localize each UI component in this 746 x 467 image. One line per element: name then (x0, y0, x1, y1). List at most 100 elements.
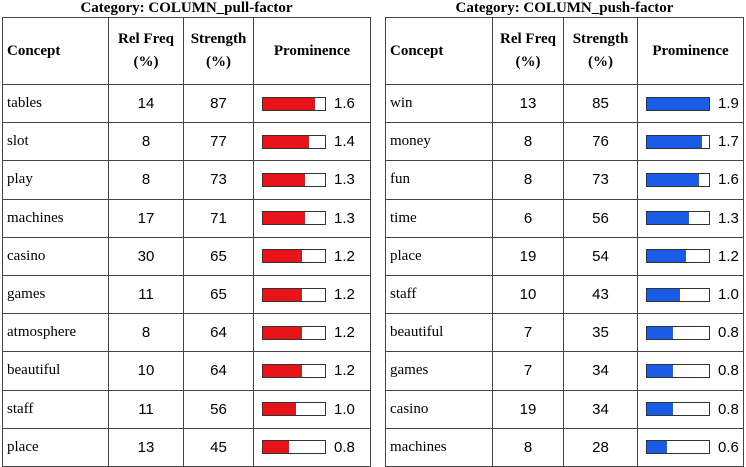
prominence-value: 0.6 (718, 438, 739, 456)
prominence-fill (647, 403, 674, 416)
header-row: Concept Rel Freq (%) Strength (%) Prominenc… (2, 17, 371, 85)
rel-freq-cell: 7 (492, 313, 564, 353)
prominence-bar (646, 96, 710, 111)
prominence-bar (262, 134, 326, 149)
table-title: Category: COLUMN_pull-factor (80, 0, 293, 16)
strength-cell: 76 (563, 122, 638, 162)
rel-freq-cell: 8 (492, 122, 564, 162)
prominence-value: 1.6 (718, 171, 739, 189)
concept-cell: staff (2, 389, 109, 429)
column-header: Strength (%) (183, 17, 254, 85)
prominence-value: 1.6 (334, 95, 355, 113)
rel-freq-cell: 8 (108, 160, 184, 200)
prominence-value: 1.2 (334, 324, 355, 342)
prominence-value: 1.0 (718, 286, 739, 304)
prominence-bar (262, 440, 326, 455)
prominence-cell: 1.4 (253, 122, 371, 162)
rel-freq-cell: 8 (108, 313, 184, 353)
prominence-value: 1.2 (334, 247, 355, 265)
prominence-fill (263, 403, 296, 416)
prominence: 1.2 (254, 324, 370, 341)
prominence-cell: 1.2 (253, 274, 371, 315)
strength-cell: 34 (563, 389, 638, 429)
prominence: 0.8 (254, 439, 370, 456)
column-header: Prominence (637, 17, 744, 85)
table: Concept Rel Freq (%) Strength (%) Prominenc… (2, 17, 371, 467)
column-header: Concept (2, 17, 109, 85)
prominence: 1.6 (638, 171, 743, 188)
row: time 6 56 1.3 (385, 198, 744, 238)
prominence-value: 1.3 (334, 209, 355, 227)
column-header: Prominence (253, 17, 371, 85)
prominence: 1.0 (254, 401, 370, 418)
header-row: Concept Rel Freq (%) Strength (%) Prominenc… (385, 17, 744, 85)
prominence-bar (646, 249, 710, 264)
prominence-cell: 1.3 (253, 160, 371, 200)
prominence-cell: 0.8 (637, 313, 744, 353)
row: tables 14 87 1.6 (2, 83, 371, 124)
prominence-bar (646, 363, 710, 378)
row: slot 8 77 1.4 (2, 122, 371, 162)
row: machines 8 28 0.6 (385, 427, 744, 467)
prominence-fill (647, 441, 667, 454)
concept-cell: place (385, 236, 493, 276)
strength-cell: 77 (183, 122, 254, 162)
prominence-bar (646, 287, 710, 302)
prominence-cell: 1.6 (637, 160, 744, 200)
rel-freq-cell: 13 (492, 83, 564, 124)
prominence-value: 0.8 (334, 438, 355, 456)
concept-cell: casino (2, 236, 109, 276)
row: machines 17 71 1.3 (2, 198, 371, 238)
concept-cell: games (2, 274, 109, 315)
prominence-fill (647, 326, 674, 339)
row: place 13 45 0.8 (2, 427, 371, 467)
rel-freq-cell: 10 (108, 351, 184, 391)
prominence: 1.3 (638, 210, 743, 227)
table: Concept Rel Freq (%) Strength (%) Prominenc… (385, 17, 744, 467)
prominence-value: 1.7 (718, 133, 739, 151)
table-block: Category: COLUMN_pull-factor Concept Rel F… (2, 0, 371, 467)
prominence-value: 0.8 (718, 324, 739, 342)
prominence: 1.9 (638, 95, 743, 112)
prominence-bar (646, 211, 710, 226)
prominence: 1.3 (254, 171, 370, 188)
prominence-bar (646, 134, 710, 149)
prominence-value: 0.8 (718, 362, 739, 380)
prominence-cell: 1.3 (253, 198, 371, 238)
prominence: 0.6 (638, 439, 743, 456)
column-header: Rel Freq (%) (492, 17, 564, 85)
row: play 8 73 1.3 (2, 160, 371, 200)
rel-freq-cell: 11 (108, 274, 184, 315)
row: casino 30 65 1.2 (2, 236, 371, 276)
prominence-fill (263, 326, 303, 339)
rel-freq-cell: 13 (108, 427, 184, 467)
prominence-fill (263, 135, 309, 148)
prominence-bar (262, 96, 326, 111)
rel-freq-cell: 19 (492, 236, 564, 276)
prominence-bar (262, 402, 326, 417)
concept-cell: atmosphere (2, 313, 109, 353)
strength-cell: 85 (563, 83, 638, 124)
prominence-bar (262, 172, 326, 187)
prominence: 1.3 (254, 210, 370, 227)
prominence-value: 1.9 (718, 95, 739, 113)
row: atmosphere 8 64 1.2 (2, 313, 371, 353)
rel-freq-cell: 6 (492, 198, 564, 238)
prominence-bar (262, 325, 326, 340)
column-header: Concept (385, 17, 493, 85)
strength-cell: 87 (183, 83, 254, 124)
row: casino 19 34 0.8 (385, 389, 744, 429)
prominence-cell: 1.0 (253, 389, 371, 429)
strength-cell: 56 (563, 198, 638, 238)
prominence-fill (647, 250, 687, 263)
prominence-bar (646, 440, 710, 455)
prominence: 0.8 (638, 362, 743, 379)
prominence: 1.2 (638, 248, 743, 265)
prominence-fill (263, 288, 303, 301)
strength-cell: 28 (563, 427, 638, 467)
row: beautiful 10 64 1.2 (2, 351, 371, 391)
prominence-cell: 1.3 (637, 198, 744, 238)
concept-cell: machines (2, 198, 109, 238)
row: beautiful 7 35 0.8 (385, 313, 744, 353)
row: staff 10 43 1.0 (385, 274, 744, 315)
